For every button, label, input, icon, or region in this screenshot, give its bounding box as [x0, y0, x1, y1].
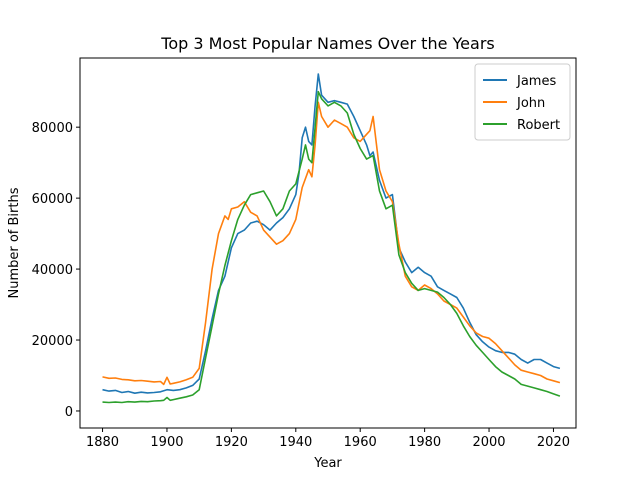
x-tick-label: 1920: [215, 435, 248, 450]
y-axis: 0 20000 40000 60000 80000: [32, 121, 80, 420]
axes-frame: [79, 57, 577, 429]
x-tick-label: 2000: [472, 435, 505, 450]
x-axis-label: Year: [313, 456, 342, 471]
x-axis: 1880 1900 1920 1940 1960 1980 2000 2020: [86, 428, 570, 450]
legend-label-robert: Robert: [517, 118, 560, 133]
series-line-john: [102, 101, 561, 386]
series-line-james: [102, 73, 561, 394]
y-axis-label: Number of Births: [7, 187, 22, 298]
legend-label-john: John: [516, 96, 545, 111]
y-tick-label: 80000: [32, 121, 73, 136]
x-tick-label: 1980: [408, 435, 441, 450]
y-tick-label: 20000: [32, 334, 73, 349]
x-tick-label: 1880: [86, 435, 119, 450]
plot-area: [102, 73, 561, 404]
chart-title: Top 3 Most Popular Names Over the Years: [160, 34, 494, 53]
legend: James John Robert: [474, 63, 571, 141]
x-tick-label: 1960: [344, 435, 377, 450]
x-tick-label: 2020: [537, 435, 570, 450]
legend-label-james: James: [516, 74, 556, 89]
series-line-robert: [102, 90, 561, 404]
legend-box: [474, 63, 571, 141]
x-tick-label: 1940: [279, 435, 312, 450]
y-tick-label: 60000: [32, 192, 73, 207]
y-tick-label: 0: [65, 405, 73, 420]
x-tick-label: 1900: [150, 435, 183, 450]
y-tick-label: 40000: [32, 263, 73, 278]
